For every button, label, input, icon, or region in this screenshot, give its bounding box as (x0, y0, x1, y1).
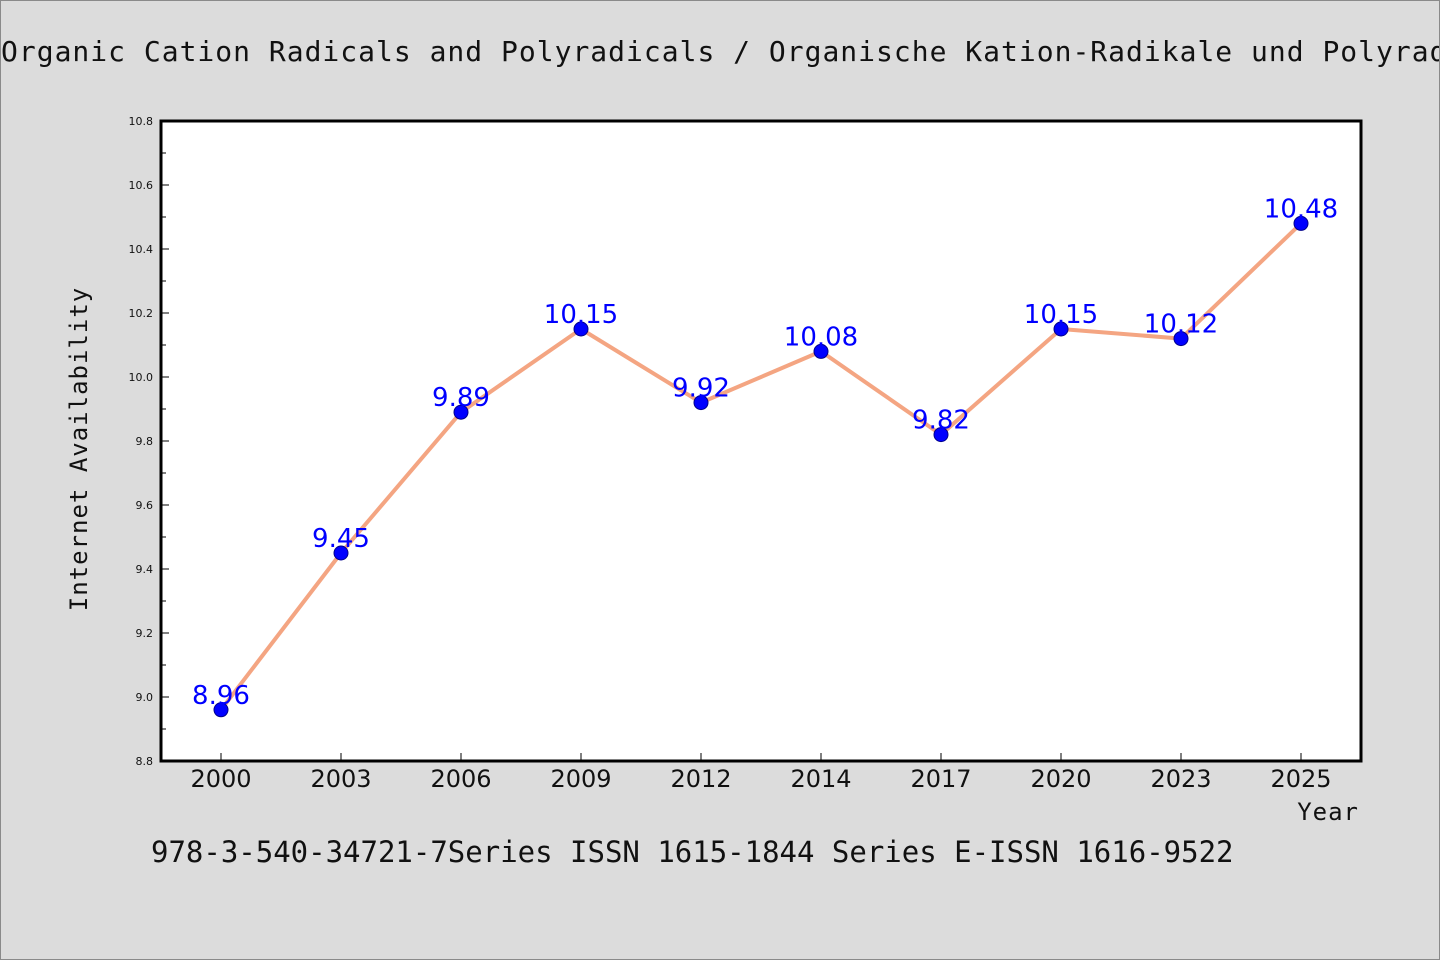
x-tick-label: 2020 (1030, 765, 1091, 793)
y-tick-label: 9.2 (136, 627, 154, 640)
y-tick-label: 9.0 (136, 691, 154, 704)
y-tick-label: 9.4 (136, 563, 154, 576)
data-point (1173, 331, 1189, 347)
data-label: 8.96 (192, 681, 250, 711)
data-point (1293, 215, 1309, 231)
footer-isbn: 978-3-540-34721-7Series ISSN 1615-1844 S… (151, 835, 1234, 869)
data-label: 10.08 (784, 322, 858, 352)
x-tick-label: 2017 (910, 765, 971, 793)
data-label: 9.45 (312, 524, 370, 554)
data-point (333, 545, 349, 561)
y-tick-label: 9.6 (136, 499, 154, 512)
x-tick-label: 2009 (550, 765, 611, 793)
y-tick-label: 10.6 (129, 179, 154, 192)
x-tick-label: 2006 (430, 765, 491, 793)
y-tick-label: 10.0 (129, 371, 154, 384)
data-label: 9.82 (912, 406, 970, 436)
chart-title: Organic Cation Radicals and Polyradicals… (1, 35, 1440, 68)
data-label: 10.15 (544, 300, 618, 330)
y-tick-label: 10.4 (129, 243, 154, 256)
x-tick-label: 2025 (1270, 765, 1331, 793)
y-tick-label: 10.8 (129, 115, 154, 128)
data-label: 10.48 (1264, 194, 1338, 224)
data-point (573, 321, 589, 337)
y-tick-label: 8.8 (136, 755, 154, 768)
x-tick-label: 2012 (670, 765, 731, 793)
x-axis-label: Year (1297, 798, 1359, 826)
plot-area (161, 121, 1361, 761)
data-label: 10.15 (1024, 300, 1098, 330)
series-line (219, 221, 1303, 712)
data-point (693, 395, 709, 411)
data-point (813, 343, 829, 359)
data-point (1053, 321, 1069, 337)
data-point (213, 702, 229, 718)
data-point (933, 427, 949, 443)
x-tick-label: 2000 (190, 765, 251, 793)
data-label: 9.92 (672, 374, 730, 404)
y-tick-label: 9.8 (136, 435, 154, 448)
y-tick-label: 10.2 (129, 307, 154, 320)
data-point (453, 404, 469, 420)
data-label: 10.12 (1144, 310, 1218, 340)
x-tick-label: 2003 (310, 765, 371, 793)
data-label: 9.89 (432, 383, 490, 413)
plot-border (159, 119, 1363, 763)
y-axis-label: Internet Availability (65, 287, 93, 611)
x-tick-label: 2014 (790, 765, 851, 793)
x-tick-label: 2023 (1150, 765, 1211, 793)
